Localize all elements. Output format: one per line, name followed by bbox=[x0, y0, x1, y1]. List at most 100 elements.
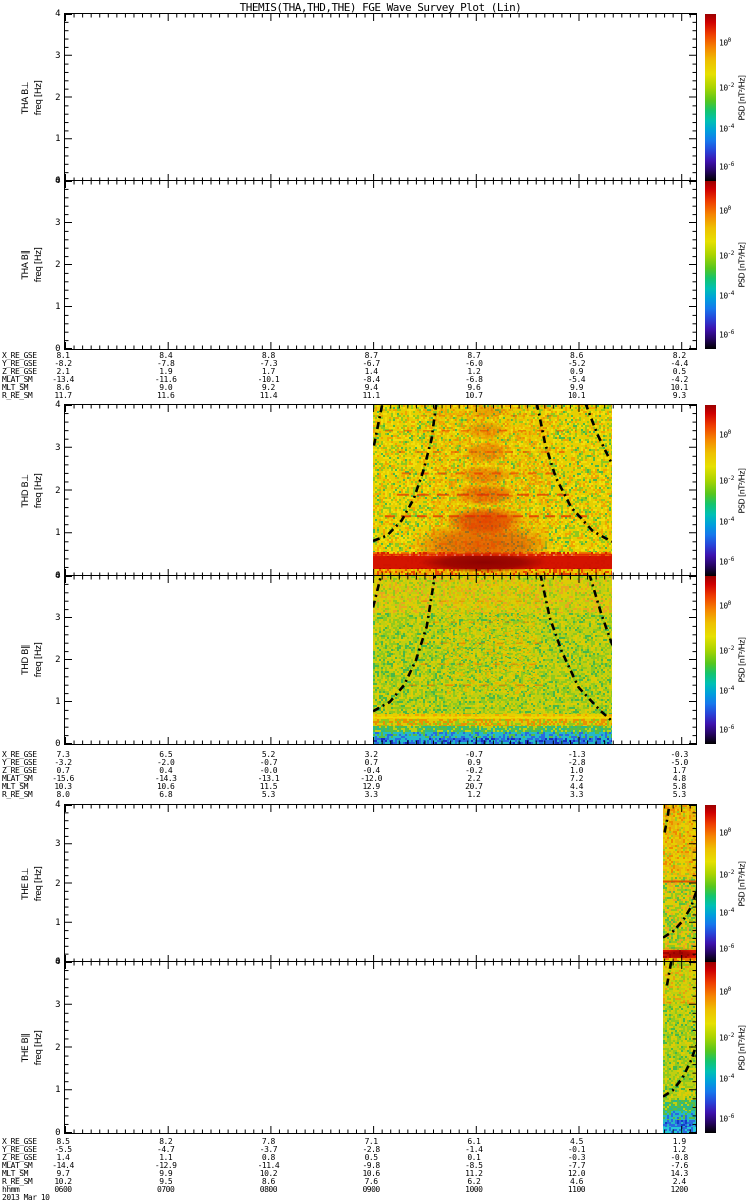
time-tick-label: 1200 bbox=[670, 1185, 689, 1194]
colorbar-tick-label: 10-2 bbox=[719, 1032, 734, 1043]
panel-tha-bperp bbox=[64, 13, 697, 182]
ephemeris-value: 4.4 bbox=[570, 782, 583, 791]
ephemeris-row-label: Y_RE_GSE bbox=[2, 758, 37, 767]
colorbar-tick-label: 10-4 bbox=[719, 1073, 734, 1084]
plot-title: THEMIS(THA,THD,THE) FGE Wave Survey Plot… bbox=[239, 1, 522, 14]
ephemeris-row-label: Y_RE_GSE bbox=[2, 1145, 37, 1154]
ephemeris-value: -5.4 bbox=[567, 375, 586, 384]
ephemeris-value: 1.4 bbox=[56, 1153, 70, 1162]
freq-tick-label: 4 bbox=[55, 571, 60, 581]
ephemeris-value: -0.7 bbox=[259, 758, 278, 767]
freq-tick-label: 4 bbox=[55, 176, 60, 186]
ephemeris-value: 4.6 bbox=[570, 1177, 583, 1186]
ephemeris-value: -12.9 bbox=[154, 1161, 177, 1170]
ephemeris-value: 0.8 bbox=[261, 1153, 275, 1162]
colorbar-unit-label: PSD [nT²/Hz] bbox=[737, 1025, 747, 1070]
time-tick-label: 1100 bbox=[567, 1185, 586, 1194]
ephemeris-value: -13.4 bbox=[52, 375, 74, 384]
colorbar-tick-label: 10-2 bbox=[719, 249, 734, 261]
time-tick-label: 0900 bbox=[362, 1185, 380, 1194]
ephemeris-row-label: Z_RE_GSE bbox=[2, 367, 37, 376]
ephemeris-value: -0.3 bbox=[567, 1153, 586, 1162]
ephemeris-value: -12.0 bbox=[360, 774, 382, 783]
ephemeris-value: -2.0 bbox=[157, 758, 175, 767]
time-axis-label: hhmm bbox=[2, 1185, 20, 1194]
ephemeris-value: 0.9 bbox=[467, 758, 481, 767]
ephemeris-value: 12.9 bbox=[362, 782, 380, 791]
ephemeris-value: -0.0 bbox=[259, 766, 278, 775]
ephemeris-value: 11.2 bbox=[465, 1169, 483, 1178]
ephemeris-value: 10.6 bbox=[157, 782, 175, 791]
colorbar-tick-label: 10-6 bbox=[719, 555, 734, 567]
freq-tick-label: 2 bbox=[55, 92, 60, 103]
ephemeris-row-label: R_RE_SM bbox=[2, 1177, 33, 1186]
ephemeris-value: 6.1 bbox=[467, 1137, 481, 1146]
ephemeris-value: -0.2 bbox=[465, 766, 483, 775]
ephemeris-value: 3.2 bbox=[364, 750, 378, 759]
colorbar-tick-label: 100 bbox=[719, 37, 731, 49]
ephemeris-value: -2.8 bbox=[567, 758, 586, 767]
ephemeris-value: 8.1 bbox=[56, 351, 70, 360]
colorbar-unit-label: PSD [nT²/Hz] bbox=[737, 75, 747, 120]
ephemeris-value: -5.5 bbox=[54, 1145, 72, 1154]
ephemeris-value: -1.3 bbox=[567, 750, 586, 759]
ephemeris-value: 3.3 bbox=[570, 790, 583, 799]
freq-tick-label: 2 bbox=[55, 485, 60, 496]
ephemeris-row-label: MLT_SM bbox=[2, 383, 28, 392]
ephemeris-value: -5.2 bbox=[567, 359, 586, 368]
freq-tick-label: 4 bbox=[55, 9, 60, 19]
ephemeris-row-label: Z_RE_GSE bbox=[2, 1153, 37, 1162]
date-label: 2013 Mar 10 bbox=[2, 1193, 50, 1200]
ephemeris-value: -0.3 bbox=[670, 750, 689, 759]
ephemeris-value: -0.1 bbox=[567, 1145, 586, 1154]
colorbar-tick-label: 10-6 bbox=[719, 328, 734, 340]
freq-tick-label: 1 bbox=[55, 917, 60, 928]
freq-tick-label: 2 bbox=[55, 1042, 60, 1053]
ephemeris-row-label: R_RE_SM bbox=[2, 790, 33, 799]
ephemeris-row-label: MLAT_SM bbox=[2, 375, 33, 384]
freq-tick-label: 1 bbox=[55, 302, 60, 312]
ephemeris-value: 5.3 bbox=[672, 790, 686, 799]
ephemeris-value: 2.4 bbox=[672, 1177, 686, 1186]
ephemeris-value: 8.2 bbox=[672, 351, 686, 360]
ephemeris-value: -7.8 bbox=[157, 359, 175, 368]
panel-label: THD B⊥ bbox=[21, 473, 31, 508]
ephemeris-value: 11.4 bbox=[259, 391, 278, 400]
ephemeris-row-label: X_RE_GSE bbox=[2, 750, 37, 759]
ephemeris-value: 0.4 bbox=[159, 766, 173, 775]
freq-tick-label: 0 bbox=[55, 739, 60, 749]
axis-ticks bbox=[65, 805, 696, 962]
ephemeris-value: 1.7 bbox=[261, 367, 275, 376]
ephemeris-value: 9.7 bbox=[56, 1169, 70, 1178]
ephemeris-value: 6.8 bbox=[159, 790, 173, 799]
ephemeris-value: 1.9 bbox=[672, 1137, 686, 1146]
ephemeris-value: 7.1 bbox=[364, 1137, 378, 1146]
ephemeris-value: 2.1 bbox=[56, 367, 70, 376]
ephemeris-value: 10.7 bbox=[465, 391, 483, 400]
ephemeris-value: 1.2 bbox=[672, 1145, 686, 1154]
ephemeris-value: 0.5 bbox=[364, 1153, 378, 1162]
colorbar bbox=[705, 805, 716, 962]
ephemeris-value: -10.1 bbox=[257, 375, 280, 384]
ephemeris-row-label: Z_RE_GSE bbox=[2, 766, 37, 775]
colorbar-tick-label: 100 bbox=[719, 204, 731, 216]
ephemeris-value: 5.3 bbox=[261, 790, 275, 799]
ephemeris-value: -3.7 bbox=[259, 1145, 278, 1154]
colorbar-tick-label: 10-6 bbox=[719, 942, 734, 954]
ephemeris-value: -6.0 bbox=[465, 359, 483, 368]
ephemeris-value: 20.7 bbox=[465, 782, 483, 791]
ephemeris-value: -13.1 bbox=[257, 774, 280, 783]
ephemeris-value: 9.9 bbox=[570, 383, 583, 392]
freq-tick-label: 2 bbox=[55, 655, 60, 665]
ephemeris-value: 2.2 bbox=[467, 774, 481, 783]
ephemeris-value: -7.3 bbox=[259, 359, 278, 368]
ephemeris-value: 9.4 bbox=[364, 383, 378, 392]
ephemeris-value: 9.5 bbox=[159, 1177, 173, 1186]
freq-tick-label: 3 bbox=[55, 613, 60, 623]
ephemeris-value: 9.6 bbox=[467, 383, 481, 392]
ephemeris-value: 11.1 bbox=[362, 391, 380, 400]
ephemeris-value: -5.0 bbox=[670, 758, 689, 767]
colorbar-tick-label: 10-4 bbox=[719, 290, 734, 301]
freq-tick-label: 3 bbox=[55, 218, 60, 228]
